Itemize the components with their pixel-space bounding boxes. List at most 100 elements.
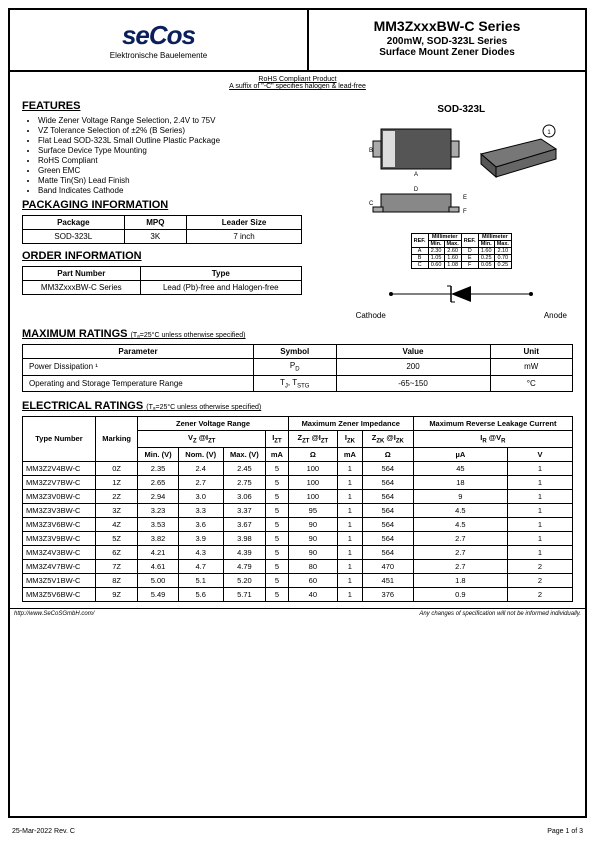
elec-cell: 2.45 (223, 461, 265, 475)
compliant-note: RoHS Compliant Product A suffix of "-C" … (10, 76, 585, 90)
elec-cell: 5.00 (138, 573, 178, 587)
dim-cell: 0.70 (494, 255, 511, 262)
feature-item: Flat Lead SOD-323L Small Outline Plastic… (38, 136, 342, 145)
elec-cell: 18 (413, 475, 507, 489)
elec-cell: 1 (337, 573, 362, 587)
diode-symbol: Cathode Anode (350, 279, 573, 320)
elec-cell: 2Z (95, 489, 137, 503)
elec-subheader: ZZK @IZK (362, 431, 413, 448)
elec-cell: 3.3 (178, 503, 223, 517)
elec-cell: MM3Z5V1BW-C (23, 573, 96, 587)
package-drawing: SOD-323L A B 1 (350, 104, 573, 269)
elec-cell: 8Z (95, 573, 137, 587)
elec-cell: 1 (337, 475, 362, 489)
elec-cell: 3.9 (178, 531, 223, 545)
elec-title: ELECTRICAL RATINGS (22, 400, 143, 412)
elec-cell: 60 (288, 573, 337, 587)
elec-unit: Ω (288, 447, 337, 461)
elec-cell: 2 (507, 573, 572, 587)
dimension-table: REF. Millimeter REF. Millimeter Min.Max.… (411, 233, 512, 269)
elec-cell: 1 (507, 545, 572, 559)
dim-cell: 0.60 (428, 262, 444, 269)
elec-cell: 4.21 (138, 545, 178, 559)
max-cell: Power Dissipation ¹ (23, 359, 254, 376)
elec-cell: 5.49 (138, 587, 178, 601)
elec-unit: V (507, 447, 572, 461)
elec-cell: 3.37 (223, 503, 265, 517)
elec-cell: 4.5 (413, 503, 507, 517)
elec-cell: 5.1 (178, 573, 223, 587)
elec-header: Type Number (23, 417, 96, 462)
max-cell: °C (490, 375, 573, 392)
header-title-cell: MM3ZxxxBW-C Series 200mW, SOD-323L Serie… (309, 10, 585, 70)
elec-cell: 100 (288, 489, 337, 503)
elec-cell: 564 (362, 489, 413, 503)
elec-cell: 1 (507, 475, 572, 489)
elec-cell: 1 (337, 517, 362, 531)
pkg-cell: 3K (124, 230, 186, 244)
elec-cell: 4.5 (413, 517, 507, 531)
elec-cell: 1Z (95, 475, 137, 489)
elec-subheader: ZZT @IZT (288, 431, 337, 448)
dim-cell: 0.25 (478, 255, 494, 262)
elec-cell: 4Z (95, 517, 137, 531)
elec-cell: 1 (507, 531, 572, 545)
dim-min: Min. (478, 241, 494, 248)
dim-cell: 1.60 (444, 255, 461, 262)
order-cell: Lead (Pb)-free and Halogen-free (140, 281, 301, 295)
max-cell: Operating and Storage Temperature Range (23, 375, 254, 392)
elec-row: MM3Z3V9BW-C5Z3.823.93.9859015642.71 (23, 531, 573, 545)
elec-cell: 4.39 (223, 545, 265, 559)
elec-cell: 470 (362, 559, 413, 573)
elec-unit: mA (337, 447, 362, 461)
footer-note: http://www.SeCoSGmbH.com/ Any changes of… (10, 608, 585, 619)
elec-cell: 1 (337, 545, 362, 559)
pkg-header: Package (23, 216, 125, 230)
elec-cell: MM3Z3V9BW-C (23, 531, 96, 545)
elec-cell: 100 (288, 475, 337, 489)
elec-cell: MM3Z3V3BW-C (23, 503, 96, 517)
elec-cell: MM3Z4V3BW-C (23, 545, 96, 559)
svg-text:1: 1 (548, 130, 552, 136)
pkg-cell: SOD-323L (23, 230, 125, 244)
elec-cell: 0.9 (413, 587, 507, 601)
dim-cell: 0.05 (478, 262, 494, 269)
elec-row: MM3Z5V1BW-C8Z5.005.15.2056014511.82 (23, 573, 573, 587)
elec-cell: 5.6 (178, 587, 223, 601)
elec-cell: 564 (362, 531, 413, 545)
elec-cell: 4.7 (178, 559, 223, 573)
elec-cell: 3Z (95, 503, 137, 517)
elec-subheader: IZT (266, 431, 289, 448)
elec-cell: 5 (266, 559, 289, 573)
compliant-line1: RoHS Compliant Product (258, 76, 336, 83)
svg-text:B: B (369, 148, 373, 154)
elec-cell: 5Z (95, 531, 137, 545)
elec-cell: MM3Z4V7BW-C (23, 559, 96, 573)
elec-cell: 2.75 (223, 475, 265, 489)
dim-cell: 1.60 (478, 248, 494, 255)
elec-cell: 5.20 (223, 573, 265, 587)
elec-unit: Min. (V) (138, 447, 178, 461)
elec-cell: 2.35 (138, 461, 178, 475)
elec-cell: 100 (288, 461, 337, 475)
max-cell: mW (490, 359, 573, 376)
elec-cell: 4.79 (223, 559, 265, 573)
max-cell: -65~150 (336, 375, 490, 392)
svg-text:D: D (414, 187, 419, 193)
elec-row: MM3Z5V6BW-C9Z5.495.65.7154013760.92 (23, 587, 573, 601)
footer-disclaimer: Any changes of specification will not be… (419, 611, 581, 617)
elec-cell: 5 (266, 573, 289, 587)
feature-item: RoHS Compliant (38, 156, 342, 165)
feature-item: Matte Tin(Sn) Lead Finish (38, 176, 342, 185)
elec-cond: (Tₐ=25°C unless otherwise specified) (146, 404, 261, 411)
elec-subheader: VZ @IZT (138, 431, 266, 448)
footer-date: 25-Mar-2022 Rev. C (12, 828, 75, 835)
elec-cell: 3.67 (223, 517, 265, 531)
elec-unit: Max. (V) (223, 447, 265, 461)
elec-cell: 2.7 (413, 531, 507, 545)
elec-cell: 5 (266, 489, 289, 503)
elec-cell: 2.4 (178, 461, 223, 475)
features-heading: FEATURES (22, 100, 342, 112)
features-list: Wide Zener Voltage Range Selection, 2.4V… (22, 116, 342, 195)
dim-cell: A (411, 248, 428, 255)
